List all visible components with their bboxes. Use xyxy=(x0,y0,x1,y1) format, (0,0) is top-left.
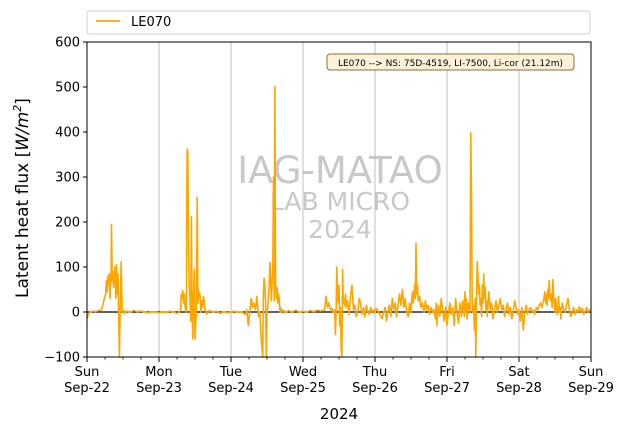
y-tick-label: −100 xyxy=(44,351,80,366)
y-tick-label: 300 xyxy=(55,171,80,186)
y-tick-label: 100 xyxy=(55,261,80,276)
x-tick-day: Tue xyxy=(219,365,242,380)
x-tick-date: Sep-29 xyxy=(568,381,614,396)
annotation-text: LE070 --> NS: 75D-4519, LI-7500, Li-cor … xyxy=(338,59,563,69)
x-tick-day: Fri xyxy=(439,365,455,380)
x-tick-day: Mon xyxy=(145,365,172,380)
x-tick-date: Sep-28 xyxy=(496,381,542,396)
x-tick-date: Sep-23 xyxy=(136,381,182,396)
y-axis: −100 0 100 200 300 400 500 600 xyxy=(44,36,87,366)
y-tick-label: 400 xyxy=(55,126,80,141)
x-axis: SunSep-22MonSep-23TueSep-24WedSep-25ThuS… xyxy=(64,357,614,396)
y-tick-label: 0 xyxy=(72,306,80,321)
x-tick-day: Thu xyxy=(362,365,387,380)
x-tick-day: Sat xyxy=(508,365,529,380)
watermark-line-2: LAB MICRO xyxy=(270,187,410,216)
y-tick-label: 200 xyxy=(55,216,80,231)
x-tick-day: Wed xyxy=(289,365,317,380)
grid-lines xyxy=(158,42,520,357)
y-axis-label-unit: W/m xyxy=(13,112,33,151)
x-axis-label: 2024 xyxy=(320,405,358,423)
x-tick-date: Sep-22 xyxy=(64,381,110,396)
series-line-le070 xyxy=(86,85,592,358)
x-tick-date: Sep-24 xyxy=(208,381,254,396)
y-axis-label-close: ] xyxy=(13,98,33,105)
annotation-box: LE070 --> NS: 75D-4519, LI-7500, Li-cor … xyxy=(326,53,575,71)
watermark-line-1: IAG-MATAO xyxy=(237,149,442,192)
x-tick-day: Sun xyxy=(579,365,604,380)
x-tick-day: Sun xyxy=(75,365,100,380)
x-tick-date: Sep-25 xyxy=(280,381,326,396)
watermark-line-3: 2024 xyxy=(308,215,372,244)
y-axis-label-sup: 2 xyxy=(11,105,24,112)
legend: LE070 xyxy=(86,10,591,35)
y-tick-label: 600 xyxy=(55,36,80,51)
y-axis-label-main: Latent heat flux [ xyxy=(13,151,33,298)
y-axis-label: Latent heat flux [W/m2] xyxy=(11,98,33,298)
x-tick-date: Sep-26 xyxy=(352,381,398,396)
y-tick-label: 500 xyxy=(55,81,80,96)
watermark: IAG-MATAO LAB MICRO 2024 xyxy=(237,149,442,244)
x-tick-date: Sep-27 xyxy=(424,381,470,396)
legend-label-le070: LE070 xyxy=(131,15,171,30)
